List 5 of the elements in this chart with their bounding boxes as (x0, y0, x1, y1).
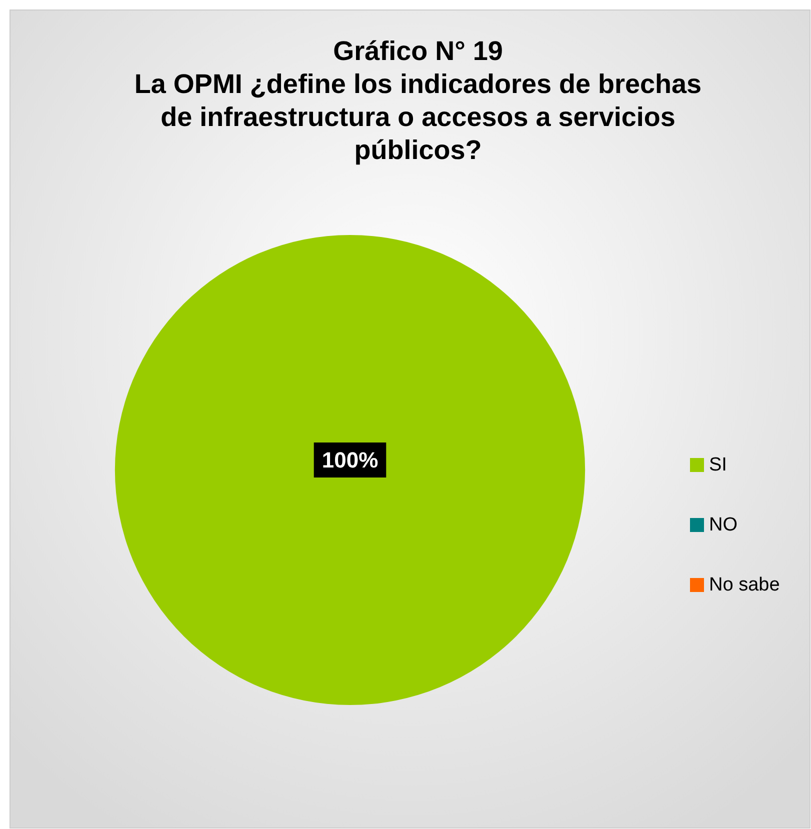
legend-label: No sabe (709, 574, 780, 596)
legend-label: SI (709, 454, 727, 476)
legend-label: NO (709, 514, 738, 536)
data-label: 100% (322, 448, 378, 472)
chart-title: Gráfico N° 19 La OPMI ¿define los indicadores de brechas de infraestructura o accesos a servicios públicos? (134, 36, 702, 165)
